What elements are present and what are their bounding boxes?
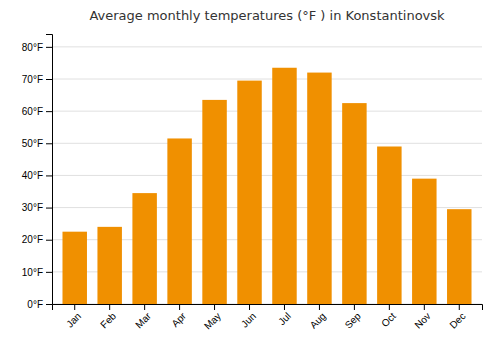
y-tick-label: 40°F — [22, 170, 43, 181]
x-tick-mark — [249, 304, 250, 310]
y-axis-line — [46, 35, 53, 305]
x-tick: Feb — [98, 304, 118, 330]
x-tick-label: Jun — [239, 310, 258, 329]
x-tick: Jun — [239, 304, 258, 330]
y-tick-mark — [46, 111, 52, 112]
bar — [237, 81, 261, 304]
x-tick-label: Sep — [343, 310, 364, 331]
bar — [342, 103, 366, 304]
y-tick: 10°F — [22, 267, 52, 278]
x-tick-label: Nov — [412, 310, 432, 330]
plot: 0°F 10°F 20°F 30°F 40°F 50°F 60°F 70°F 80°F Jan Fe… — [22, 35, 483, 332]
y-tick-mark — [46, 143, 52, 144]
x-tick-label: Feb — [98, 310, 118, 330]
bar — [272, 68, 296, 304]
x-tick-mark — [179, 304, 180, 310]
x-tick-mark — [319, 304, 320, 310]
y-tick-label: 10°F — [22, 267, 43, 278]
bars — [62, 68, 471, 304]
grid-line — [52, 46, 482, 47]
y-tick-mark — [46, 79, 52, 80]
y-tick-label: 50°F — [22, 138, 43, 149]
x-tick-label: Aug — [308, 310, 328, 330]
y-tick-mark — [46, 272, 52, 273]
x-tick: Aug — [308, 304, 328, 331]
x-tick-mark — [459, 304, 460, 310]
x-axis: Jan Feb Mar Apr May Jun Jul Aug Sep Oct Nov Dec — [53, 304, 483, 332]
bar — [202, 100, 226, 304]
grid-line — [52, 175, 482, 176]
grid — [52, 47, 482, 304]
x-tick-mark — [214, 304, 215, 310]
y-tick-label: 80°F — [22, 42, 43, 53]
x-tick-mark — [74, 304, 75, 310]
bar — [97, 227, 121, 304]
y-tick: 30°F — [22, 202, 52, 213]
y-tick: 80°F — [22, 42, 52, 53]
y-tick: 20°F — [22, 234, 52, 245]
x-tick: Dec — [447, 304, 467, 331]
title: Average monthly temperatures (°F ) in Ko… — [89, 8, 445, 23]
x-tick: May — [202, 304, 223, 332]
y-tick-label: 0°F — [27, 299, 43, 310]
x-tick: Oct — [379, 304, 398, 329]
y-tick: 60°F — [22, 106, 52, 117]
x-axis-line — [53, 305, 483, 311]
x-tick: Jul — [276, 304, 293, 327]
x-tick: Apr — [169, 304, 188, 329]
y-tick-mark — [46, 175, 52, 176]
grid-line — [52, 79, 482, 80]
x-tick-label: Dec — [447, 310, 467, 330]
y-tick: 70°F — [22, 74, 52, 85]
bar — [447, 209, 471, 304]
y-tick-mark — [46, 47, 52, 48]
x-tick-label: Jul — [276, 310, 293, 327]
bar — [62, 232, 86, 304]
x-tick-label: Mar — [133, 310, 153, 330]
x-tick-mark — [109, 304, 110, 310]
x-tick-label: May — [202, 310, 223, 331]
x-tick-label: Apr — [169, 310, 188, 329]
y-tick-label: 70°F — [22, 74, 43, 85]
y-tick-label: 60°F — [22, 106, 43, 117]
x-tick: Sep — [343, 304, 364, 331]
x-tick: Jan — [64, 304, 83, 330]
y-tick-mark — [46, 304, 52, 305]
x-tick-mark — [144, 304, 145, 310]
bar — [412, 179, 436, 304]
chart: 0°F 10°F 20°F 30°F 40°F 50°F 60°F 70°F 80°F Jan Fe… — [0, 0, 500, 350]
grid-line — [52, 111, 482, 112]
x-tick-mark — [284, 304, 285, 310]
x-tick-mark — [389, 304, 390, 310]
y-tick: 0°F — [27, 299, 52, 310]
x-tick-label: Jan — [64, 310, 83, 329]
y-tick-mark — [46, 240, 52, 241]
bar — [132, 193, 156, 304]
y-axis: 0°F 10°F 20°F 30°F 40°F 50°F 60°F 70°F 80°F — [22, 35, 53, 310]
x-tick: Mar — [133, 304, 153, 330]
y-tick-mark — [46, 208, 52, 209]
y-tick: 40°F — [22, 170, 52, 181]
x-tick: Nov — [412, 304, 432, 331]
x-tick-mark — [354, 304, 355, 310]
bar — [307, 73, 331, 304]
y-tick-label: 20°F — [22, 234, 43, 245]
y-tick-label: 30°F — [22, 202, 43, 213]
bar — [377, 147, 401, 305]
bar — [167, 138, 191, 304]
x-tick-label: Oct — [379, 310, 398, 329]
y-tick: 50°F — [22, 138, 52, 149]
grid-line — [52, 143, 482, 144]
x-tick-mark — [424, 304, 425, 310]
